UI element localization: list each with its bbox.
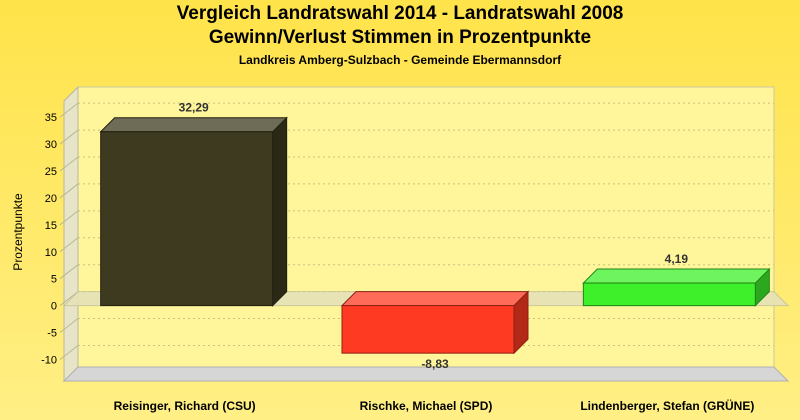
y-tick-label: 5 <box>51 274 57 286</box>
bar-0 <box>100 131 274 307</box>
gridline-side <box>59 264 79 280</box>
data-label-2: 4,19 <box>665 252 689 266</box>
gridline-side <box>59 210 79 226</box>
y-tick-label: 15 <box>45 220 57 232</box>
gridline-side <box>59 183 79 199</box>
chart-subsubtitle: Landkreis Amberg-Sulzbach - Gemeinde Ebe… <box>238 53 562 67</box>
bar-top-0 <box>99 117 288 133</box>
gridline-side <box>59 318 79 333</box>
bar-side-0 <box>272 116 288 307</box>
bar-2 <box>582 282 756 307</box>
chart-subtitle: Gewinn/Verlust Stimmen in Prozentpunkte <box>208 27 592 48</box>
y-tick-label: 10 <box>45 247 57 259</box>
bar-top-1 <box>340 291 530 307</box>
y-tick-label: 20 <box>45 193 57 205</box>
data-label-1: -8,83 <box>421 357 449 371</box>
y-tick-label: 25 <box>45 166 57 178</box>
gridline-side <box>59 129 79 145</box>
y-tick-label: 30 <box>45 139 57 151</box>
y-tick-label: -5 <box>47 328 57 340</box>
gridline-side <box>59 102 79 118</box>
gridline-side <box>59 237 79 253</box>
bar-top-2 <box>582 268 771 284</box>
x-category-label-2: Lindenberger, Stefan (GRÜNE) <box>580 398 754 413</box>
data-label-0: 32,29 <box>179 101 209 115</box>
y-tick-label: 0 <box>51 301 57 313</box>
y-tick-label: -10 <box>41 354 57 366</box>
gridline-side <box>59 345 79 360</box>
plot-floor <box>62 366 790 382</box>
bar-1 <box>341 305 515 354</box>
y-axis-label: Prozentpunkte <box>11 193 25 271</box>
gridline-side <box>59 156 79 172</box>
y-tick-label: 35 <box>45 112 57 124</box>
x-category-label-1: Rischke, Michael (SPD) <box>360 399 493 413</box>
chart-title: Vergleich Landratswahl 2014 - Landratswa… <box>176 3 624 24</box>
x-category-label-0: Reisinger, Richard (CSU) <box>114 399 256 413</box>
